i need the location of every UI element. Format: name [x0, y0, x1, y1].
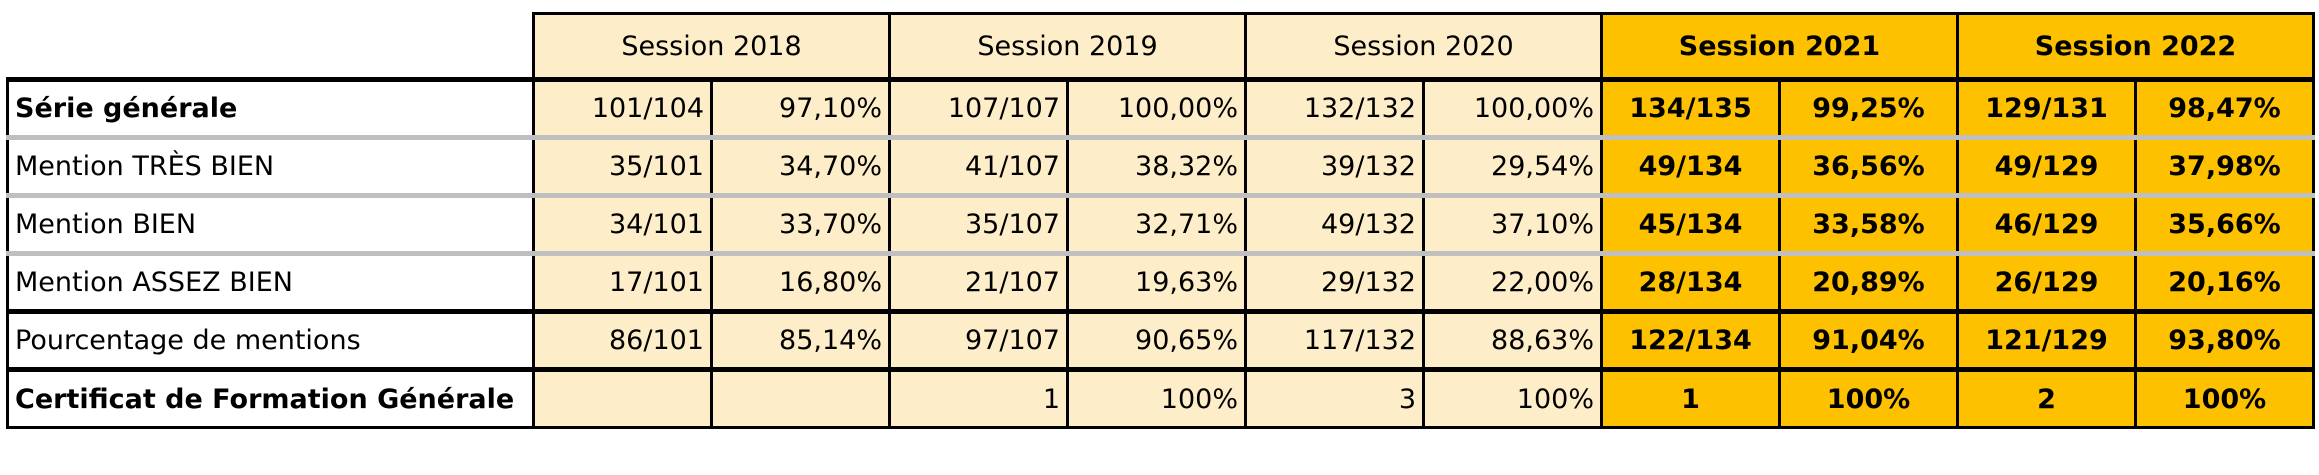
table-cell: 38,32% [1066, 136, 1247, 198]
table-cell: 86/101 [532, 309, 713, 371]
table-cell: 107/107 [888, 77, 1069, 140]
header-session-2019: Session 2019 [888, 12, 1247, 81]
table-row: Mention TRÈS BIEN 35/101 34,70% 41/107 3… [6, 136, 2315, 198]
table-cell: 29/132 [1244, 252, 1425, 313]
table-cell: 97/107 [888, 309, 1069, 371]
table-cell: 35/101 [532, 136, 713, 198]
table-cell: 100% [1778, 367, 1959, 429]
table-cell: 100,00% [1422, 77, 1603, 140]
table-cell: 35/107 [888, 194, 1069, 256]
table-cell: 122/134 [1600, 309, 1781, 371]
row-label-certificat-formation-generale: Certificat de Formation Générale [6, 367, 535, 429]
header-row: Session 2018 Session 2019 Session 2020 S… [7, 12, 2315, 81]
table-cell: 97,10% [710, 77, 891, 140]
table-cell: 100% [1066, 367, 1247, 429]
table-cell: 37,98% [2134, 136, 2315, 198]
table-cell: 121/129 [1956, 309, 2137, 371]
table-cell: 26/129 [1956, 252, 2137, 313]
table-cell: 37,10% [1422, 194, 1603, 256]
table-cell: 88,63% [1422, 309, 1603, 371]
row-label-pourcentage-de-mentions: Pourcentage de mentions [6, 309, 535, 371]
table-cell: 129/131 [1956, 77, 2137, 140]
table-cell: 36,56% [1778, 136, 1959, 198]
table-cell: 85,14% [710, 309, 891, 371]
table-cell: 49/134 [1600, 136, 1781, 198]
table-cell: 49/129 [1956, 136, 2137, 198]
table-cell: 22,00% [1422, 252, 1603, 313]
table-cell: 134/135 [1600, 77, 1781, 140]
table-cell: 21/107 [888, 252, 1069, 313]
table-cell: 20,16% [2134, 252, 2315, 313]
table-cell: 101/104 [532, 77, 713, 140]
results-table: Session 2018 Session 2019 Session 2020 S… [6, 12, 2315, 429]
table-cell [710, 367, 891, 429]
table-cell: 1 [888, 367, 1069, 429]
table-cell: 99,25% [1778, 77, 1959, 140]
table-cell [532, 367, 713, 429]
table-cell: 90,65% [1066, 309, 1247, 371]
table-cell: 17/101 [532, 252, 713, 313]
table-row: Série générale 101/104 97,10% 107/107 10… [6, 77, 2315, 140]
table-cell: 35,66% [2134, 194, 2315, 256]
table-cell: 1 [1600, 367, 1781, 429]
header-session-2020: Session 2020 [1244, 12, 1603, 81]
table-row: Mention ASSEZ BIEN 17/101 16,80% 21/107 … [6, 252, 2315, 313]
table-cell: 34,70% [710, 136, 891, 198]
table-cell: 2 [1956, 367, 2137, 429]
table-cell: 33,58% [1778, 194, 1959, 256]
table-cell: 100% [1422, 367, 1603, 429]
row-label-serie-generale: Série générale [6, 77, 535, 140]
table-cell: 28/134 [1600, 252, 1781, 313]
table-cell: 98,47% [2134, 77, 2315, 140]
table-cell: 19,63% [1066, 252, 1247, 313]
table-cell: 117/132 [1244, 309, 1425, 371]
table-cell: 39/132 [1244, 136, 1425, 198]
table-cell: 33,70% [710, 194, 891, 256]
table-cell: 91,04% [1778, 309, 1959, 371]
table-row: Mention BIEN 34/101 33,70% 35/107 32,71%… [6, 194, 2315, 256]
table-cell: 93,80% [2134, 309, 2315, 371]
table-cell: 132/132 [1244, 77, 1425, 140]
header-session-2021: Session 2021 [1600, 12, 1959, 81]
table-row: Pourcentage de mentions 86/101 85,14% 97… [6, 309, 2315, 371]
row-label-mention-tres-bien: Mention TRÈS BIEN [6, 136, 535, 198]
table-cell: 46/129 [1956, 194, 2137, 256]
table-cell: 3 [1244, 367, 1425, 429]
table-cell: 100% [2134, 367, 2315, 429]
table-cell: 45/134 [1600, 194, 1781, 256]
table-cell: 41/107 [888, 136, 1069, 198]
row-label-mention-bien: Mention BIEN [6, 194, 535, 256]
header-session-2022: Session 2022 [1956, 12, 2315, 81]
table-cell: 100,00% [1066, 77, 1247, 140]
header-corner [7, 13, 535, 80]
table-cell: 16,80% [710, 252, 891, 313]
table-row: Certificat de Formation Générale 1 100% … [6, 367, 2315, 429]
table-cell: 34/101 [532, 194, 713, 256]
header-session-2018: Session 2018 [532, 12, 891, 81]
table-cell: 49/132 [1244, 194, 1425, 256]
table-cell: 29,54% [1422, 136, 1603, 198]
table-cell: 20,89% [1778, 252, 1959, 313]
table-cell: 32,71% [1066, 194, 1247, 256]
row-label-mention-assez-bien: Mention ASSEZ BIEN [6, 252, 535, 313]
